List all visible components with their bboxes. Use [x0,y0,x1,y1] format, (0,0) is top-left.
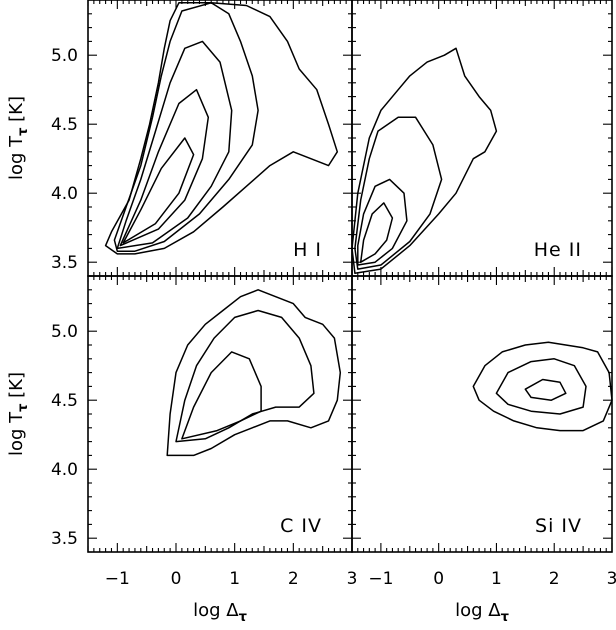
y-tick-label: 5.0 [51,46,78,66]
contour-si-iv-level-3 [524,378,567,401]
panel-frame-c-iv [87,275,353,553]
y-axis-title: log Tτ [K] [6,372,31,456]
contour-h-i-level-3 [116,40,233,250]
y-axis-title-subscript: τ [16,128,31,136]
y-axis-title-unit: [K] [6,96,27,128]
x-axis-title: log Δτ [455,600,509,625]
y-tick-label: 4.5 [51,115,78,135]
x-axis-title: log Δτ [193,600,247,625]
y-tick-label: 5.0 [51,322,78,342]
contour-c-iv-level-3 [181,351,262,440]
contour-he-ii-level-3 [357,178,408,266]
y-axis-title-text: log T [6,411,27,456]
x-tick-label: 0 [171,569,182,589]
contour-h-i-level-1 [104,2,339,255]
x-tick-label: 1 [491,569,502,589]
panel-frame-si-iv [351,275,613,553]
contour-si-iv-level-1 [472,341,613,432]
x-tick-label: 0 [433,569,444,589]
panel-label-si-iv: Si IV [535,515,582,537]
y-tick-label: 3.5 [51,253,78,273]
panel-label-h-i: H I [293,239,322,261]
x-tick-label: 1 [229,569,240,589]
contour-he-ii-level-2 [354,116,443,270]
contour-h-i-level-2 [113,2,259,252]
x-tick-label: 2 [288,569,299,589]
y-tick-label: 4.0 [51,460,78,480]
contour-h-i-level-4 [119,88,210,247]
contour-he-ii-level-1 [351,47,498,274]
contour-h-i-level-5 [122,137,195,244]
x-tick-label: −1 [368,569,393,589]
y-tick-label: 4.5 [51,391,78,411]
y-tick-label: 3.5 [51,529,78,549]
y-axis-title-unit: [K] [6,372,27,404]
y-axis-title-text: log T [6,135,27,180]
y-tick-label: 4.0 [51,184,78,204]
panel-frame-he-ii [351,0,613,277]
contour-he-ii-level-4 [359,202,394,263]
panel-label-he-ii: He II [534,239,582,261]
y-axis-title-subscript: τ [16,404,31,412]
x-tick-label: −1 [105,569,130,589]
panel-label-c-iv: C IV [280,515,322,537]
y-axis-title: log Tτ [K] [6,96,31,180]
contour-si-iv-level-2 [495,358,587,415]
x-tick-label: 2 [549,569,560,589]
x-tick-label: 3 [347,569,358,589]
x-axis-title-subscript: τ [501,610,509,625]
contour-c-iv-level-1 [166,289,342,457]
x-tick-label: 3 [607,569,616,589]
x-axis-title-subscript: τ [239,610,247,625]
